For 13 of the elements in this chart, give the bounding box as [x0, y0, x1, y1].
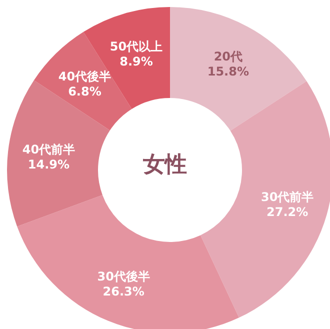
data-label: 14.9%: [28, 158, 70, 172]
data-label: 26.3%: [102, 284, 144, 298]
text: 女性: [142, 152, 187, 178]
slice-label: 20代: [214, 49, 243, 64]
data-label: 6.8%: [68, 84, 102, 98]
data-label: 27.2%: [266, 205, 308, 220]
slice-label: 30代前半: [261, 190, 314, 204]
slice-label: 30代後半: [97, 269, 150, 284]
slice-label: 40代前半: [22, 142, 76, 157]
slice-label: 50代以上: [110, 39, 163, 54]
slice-label: 40代後半: [58, 69, 112, 84]
data-label: 15.8%: [207, 64, 249, 78]
data-label: 8.9%: [120, 54, 153, 68]
